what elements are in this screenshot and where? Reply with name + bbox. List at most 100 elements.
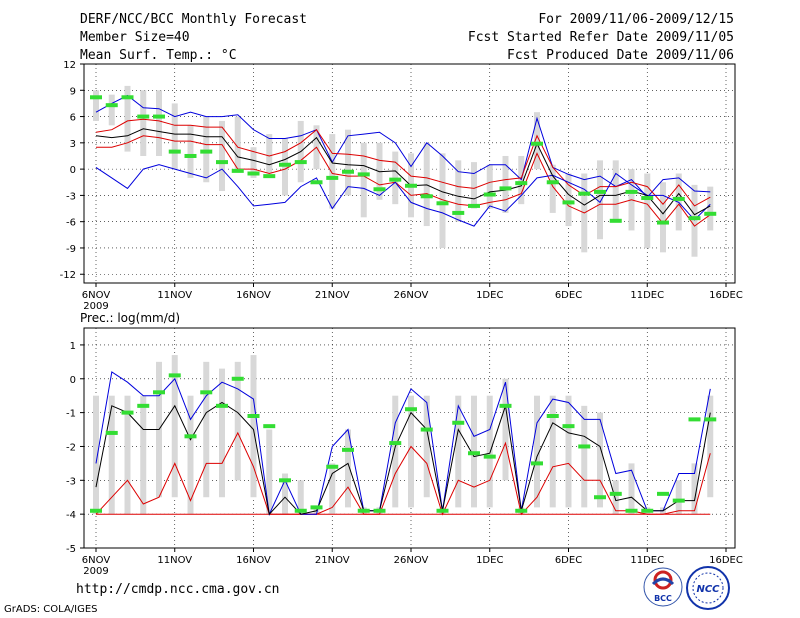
spread-bar: [534, 395, 540, 508]
observed-marker: [263, 424, 276, 429]
spread-bar: [203, 116, 210, 183]
observed-marker: [121, 95, 134, 100]
forecast-period: For 2009/11/06-2009/12/15: [538, 12, 734, 27]
spread-bar: [93, 395, 99, 515]
precipitation-panel: 1 0 -1 -2 -3 -4 -5 6NOV 11NOV 16NOV 21NOV 26NOV 1DEC…: [66, 327, 743, 577]
observed-marker: [515, 181, 528, 186]
observed-marker: [200, 390, 213, 395]
y-tick-label: 3: [70, 139, 76, 150]
spread-bar: [108, 94, 115, 126]
spread-bar: [423, 395, 430, 498]
lower-line: [95, 431, 711, 516]
spread-bar: [408, 395, 414, 508]
variable-label: Mean Surf. Temp.: °C: [80, 48, 237, 63]
spread-bar: [360, 142, 367, 218]
spread-bar: [187, 125, 194, 178]
observed-marker: [704, 211, 717, 216]
observed-marker: [641, 196, 654, 201]
spread-bar: [329, 463, 336, 515]
observed-marker: [310, 180, 323, 185]
observed-marker: [137, 403, 150, 408]
spread-bar: [297, 480, 304, 515]
observed-marker: [137, 114, 150, 119]
mean-line: [95, 128, 711, 216]
spread-bar: [345, 429, 351, 508]
x-tick-label: 26NOV: [394, 555, 429, 566]
y-tick-label: 12: [63, 60, 76, 71]
observed-marker: [594, 495, 606, 500]
spread-bar: [124, 395, 131, 515]
x-tick-label: 11NOV: [157, 555, 192, 566]
spread-bar: [266, 134, 273, 174]
max-line: [95, 164, 711, 227]
observed-marker: [688, 417, 701, 422]
upper-line: [95, 118, 711, 207]
observed-marker: [168, 149, 181, 154]
observed-marker: [578, 191, 591, 196]
y-tick-label: -3: [66, 191, 76, 202]
x-tick-label: 11DEC: [630, 290, 664, 301]
observed-marker: [294, 508, 307, 513]
observed-marker: [279, 478, 291, 483]
spread-bar: [691, 463, 698, 515]
observed-marker: [326, 464, 339, 469]
y-tick-label: -3: [66, 476, 76, 487]
x-tick-label: 16DEC: [709, 555, 743, 566]
y-tick-label: -5: [66, 544, 76, 555]
spread-bar: [282, 138, 288, 196]
spread-bar: [171, 355, 178, 498]
observed-marker: [231, 168, 244, 173]
plot-frame: [83, 327, 736, 549]
observed-marker: [531, 461, 543, 466]
spread-bar: [581, 405, 588, 508]
spread-bar: [707, 186, 714, 231]
spread-bar: [455, 160, 462, 222]
y-tick-label: -2: [66, 442, 76, 453]
spread-bar: [644, 173, 651, 248]
spread-bar: [329, 134, 336, 209]
observed-marker: [657, 220, 669, 225]
x-tick-label: 16DEC: [709, 290, 743, 301]
spread-bar: [471, 162, 477, 209]
observed-marker: [405, 183, 417, 188]
spread-bar: [486, 164, 493, 209]
observed-marker: [578, 444, 591, 449]
observed-marker: [326, 175, 339, 180]
observed-marker: [546, 180, 559, 185]
spread-bar: [219, 368, 225, 498]
observed-marker: [184, 153, 197, 158]
observed-marker: [357, 508, 370, 513]
observed-marker: [468, 203, 480, 208]
mean-line: [95, 401, 711, 516]
observed-marker: [625, 189, 638, 194]
observed-marker: [499, 403, 512, 408]
observed-marker: [373, 187, 386, 192]
y-tick-label: 6: [70, 113, 76, 124]
forecast-produced-date: Fcst Produced Date 2009/11/06: [507, 48, 734, 63]
observed-marker: [184, 434, 197, 439]
x-year-label: 2009: [83, 301, 108, 312]
observed-marker: [562, 424, 575, 429]
source-url[interactable]: http://cmdp.ncc.cma.gov.cn: [76, 582, 280, 597]
spread-bar: [597, 160, 603, 240]
observed-marker: [436, 201, 449, 206]
observed-marker: [279, 162, 291, 167]
spread-bar: [502, 155, 509, 213]
observed-marker: [247, 171, 260, 176]
spread-bar: [628, 463, 635, 515]
spread-bar: [156, 90, 162, 156]
observed-marker: [121, 410, 134, 415]
x-tick-label: 1DEC: [476, 555, 503, 566]
lower-line: [96, 135, 711, 227]
spread-bar: [534, 112, 540, 170]
x-tick-label: 16NOV: [236, 555, 271, 566]
spread-bar: [266, 429, 273, 515]
spread-bar: [187, 395, 194, 515]
spread-bar: [691, 184, 698, 257]
observed-marker: [247, 414, 260, 418]
observed-marker: [483, 454, 496, 459]
observed-marker: [452, 210, 465, 215]
observed-marker: [562, 200, 575, 205]
spread-bar: [171, 103, 178, 170]
spread-bar: [345, 129, 351, 196]
